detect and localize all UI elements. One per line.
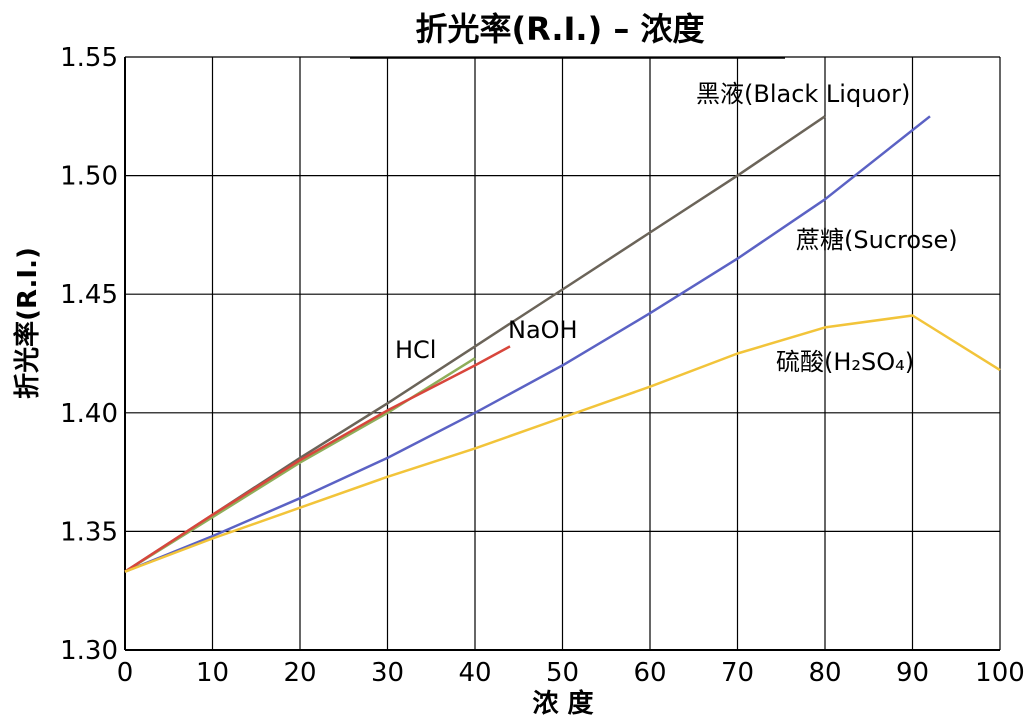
chart-title: 折光率(R.I.) – 浓度: [416, 10, 705, 48]
x-tick-label: 10: [196, 658, 229, 688]
y-tick-label: 1.50: [60, 162, 118, 192]
annotation-sucrose: 蔗糖(Sucrose): [796, 226, 958, 254]
y-tick-label: 1.40: [60, 399, 118, 429]
x-tick-label: 40: [458, 658, 491, 688]
y-tick-label: 1.55: [60, 43, 118, 73]
grid-lines: [124, 56, 1001, 651]
annotation-naoh: NaOH: [508, 316, 578, 344]
annotation-hcl: HCl: [395, 336, 436, 364]
x-tick-label: 20: [283, 658, 316, 688]
x-axis-label: 浓 度: [532, 688, 593, 719]
x-tick-label: 0: [117, 658, 134, 688]
x-tick-label: 90: [896, 658, 929, 688]
annotation-black-liquor: 黑液(Black Liquor): [696, 80, 910, 108]
x-tick-label: 80: [808, 658, 841, 688]
series-lines: [124, 115, 1001, 573]
series-line-h2so4: [124, 314, 1001, 573]
x-tick-label: 50: [546, 658, 579, 688]
x-tick-label: 60: [633, 658, 666, 688]
x-tick-label: 30: [371, 658, 404, 688]
x-tick-label: 100: [975, 658, 1025, 688]
y-tick-label: 1.35: [60, 517, 118, 547]
annotation-sulfuric-acid: 硫酸(H₂SO₄): [776, 348, 914, 376]
tick-labels: 0 10 20 30 40 50 60 70 80 90 100 1.30 1.35 1.40 1.45 1.…: [60, 43, 1025, 688]
x-tick-label: 70: [721, 658, 754, 688]
series-line-sucrose: [124, 115, 931, 573]
y-axis-label: 折光率(R.I.): [12, 247, 43, 399]
y-tick-label: 1.45: [60, 280, 118, 310]
y-tick-label: 1.30: [60, 636, 118, 666]
series-line-naoh: [124, 345, 511, 573]
